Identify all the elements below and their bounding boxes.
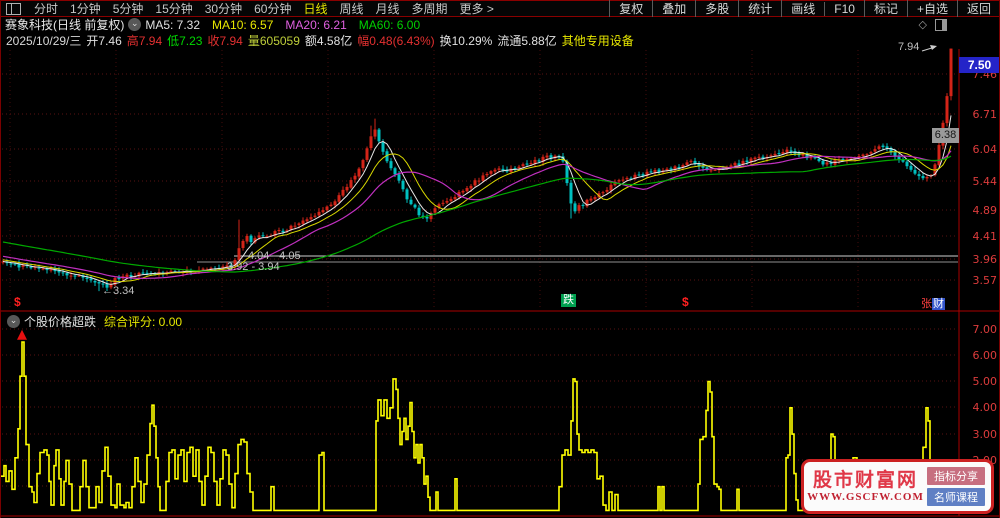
indicator-header: ⌄ 个股价格超跌 综合评分: 0.00 <box>3 313 182 330</box>
quote-field-2: 低7.23 <box>167 33 203 48</box>
split-window-icon[interactable] <box>935 18 947 31</box>
quote-info-bar: 2025/10/29/三 开7.46 高7.94 低7.23 收7.94 量605059… <box>1 32 999 48</box>
menu-item-30分钟[interactable]: 30分钟 <box>204 2 243 16</box>
dollar-marker-mid: $ <box>682 295 689 309</box>
menu-item-15分钟[interactable]: 15分钟 <box>155 2 193 16</box>
dollar-marker-left: $ <box>14 295 21 309</box>
tools-menu: 复权 叠加 多股 统计 画线 F10 标记 +自选 返回 <box>609 0 999 17</box>
quote-field-0: 开7.46 <box>86 33 122 48</box>
sub-axis-tick-7.00: 7.00 <box>972 323 998 336</box>
ma-value-0: MA5: 7.32 <box>145 17 201 32</box>
ma-value-2: MA20: 6.21 <box>285 17 347 32</box>
layout-icon[interactable] <box>6 2 21 15</box>
toolbar-item-F10[interactable]: F10 <box>824 1 864 16</box>
zhangcai-marker: 张财 <box>921 294 945 312</box>
quote-date: 2025/10/29/三 <box>6 33 82 48</box>
low-price-callout: ←3.34 <box>102 285 135 297</box>
main-axis-tick-3.96: 3.96 <box>972 253 998 266</box>
menu-item-1分钟[interactable]: 1分钟 <box>70 2 101 16</box>
chevron-down-icon[interactable]: ⌄ <box>128 18 142 31</box>
indicator-score: 综合评分: 0.00 <box>104 315 183 329</box>
watermark-badge-2: 名师课程 <box>927 488 985 506</box>
high-price-callout: 7.94 <box>898 41 920 53</box>
watermark-title: 股市财富网 <box>812 469 918 491</box>
ma-value-3: MA60: 6.00 <box>358 17 421 32</box>
crosshair-price-label: 6.38 <box>932 128 959 143</box>
toolbar-item-+自选[interactable]: +自选 <box>906 0 957 17</box>
sub-axis-tick-3.00: 3.00 <box>972 428 998 441</box>
toolbar-item-统计[interactable]: 统计 <box>738 0 781 17</box>
chevron-down-icon[interactable]: ⌄ <box>7 315 20 328</box>
quote-field-7: 换10.29% <box>439 33 493 48</box>
watermark-url: WWW.GSCFW.COM <box>807 490 924 503</box>
main-axis-tick-4.89: 4.89 <box>972 204 998 217</box>
indicator-name[interactable]: 个股价格超跌 <box>24 315 97 329</box>
menu-item-日线[interactable]: 日线 <box>303 2 328 16</box>
zhang-label: 张 <box>921 298 932 310</box>
main-axis-tick-5.44: 5.44 <box>972 175 998 188</box>
gap-label-1: 4.04 - 4.05 <box>248 250 301 262</box>
sub-axis-tick-5.00: 5.00 <box>972 375 998 388</box>
main-axis-tick-4.41: 4.41 <box>972 230 998 243</box>
quote-field-9: 其他专用设备 <box>561 33 634 48</box>
menu-item-多周期[interactable]: 多周期 <box>411 2 448 16</box>
toolbar-item-返回[interactable]: 返回 <box>956 0 999 17</box>
current-price-badge: 7.50 <box>959 57 999 73</box>
sub-axis-tick-6.00: 6.00 <box>972 349 998 362</box>
main-axis-tick-6.04: 6.04 <box>972 143 998 156</box>
menu-item-周线[interactable]: 周线 <box>339 2 364 16</box>
diamond-icon[interactable]: ◇ <box>918 19 927 31</box>
gap-label-2: 3.92 - 3.94 <box>227 261 280 273</box>
quote-field-5: 额4.58亿 <box>304 33 353 48</box>
main-axis-tick-3.57: 3.57 <box>972 274 998 287</box>
quote-field-1: 高7.94 <box>126 33 163 48</box>
fall-signal-badge: 跌 <box>561 294 576 307</box>
sub-axis-tick-4.00: 4.00 <box>972 401 998 414</box>
toolbar-item-标记[interactable]: 标记 <box>863 0 907 17</box>
watermark-card: 股市财富网 WWW.GSCFW.COM 指标分享 名师课程 <box>801 459 994 514</box>
watermark-text: 股市财富网 WWW.GSCFW.COM <box>804 469 927 503</box>
ma-legend: MA5: 7.32 MA10: 6.57 MA20: 6.21 MA60: 6.00 <box>145 18 432 32</box>
toolbar-item-画线[interactable]: 画线 <box>781 0 824 17</box>
toolbar-item-叠加[interactable]: 叠加 <box>652 0 695 17</box>
quote-field-6: 幅0.48(6.43%) <box>357 33 435 48</box>
watermark-badge-1: 指标分享 <box>927 467 985 485</box>
menu-item-60分钟[interactable]: 60分钟 <box>254 2 292 16</box>
menu-item-月线[interactable]: 月线 <box>375 2 400 16</box>
main-axis-tick-6.71: 6.71 <box>972 108 998 121</box>
menu-item-5分钟[interactable]: 5分钟 <box>112 2 144 16</box>
stock-title: 赛象科技(日线 前复权) <box>5 18 125 32</box>
toolbar-item-多股[interactable]: 多股 <box>695 0 738 17</box>
menu-item-更多 >[interactable]: 更多 > <box>459 2 494 16</box>
ma-value-1: MA10: 6.57 <box>212 17 274 32</box>
menu-item-分时[interactable]: 分时 <box>34 2 59 16</box>
period-menu: 分时 1分钟 5分钟 15分钟 30分钟 60分钟 日线 周线 月线 多周期 更多 > <box>28 0 500 17</box>
toolbar-item-复权[interactable]: 复权 <box>609 0 652 17</box>
chart-corner-icons: ◇ <box>919 18 947 31</box>
quote-field-4: 量605059 <box>247 33 300 48</box>
quote-field-8: 流通5.88亿 <box>497 33 557 48</box>
top-menu-bar: 分时 1分钟 5分钟 15分钟 30分钟 60分钟 日线 周线 月线 多周期 更多 > 复权 叠加 多股… <box>1 0 999 17</box>
title-row: 赛象科技(日线 前复权) ⌄ MA5: 7.32 MA10: 6.57 MA20: … <box>1 17 999 33</box>
quote-field-3: 收7.94 <box>207 33 243 48</box>
cai-badge: 财 <box>932 298 945 310</box>
